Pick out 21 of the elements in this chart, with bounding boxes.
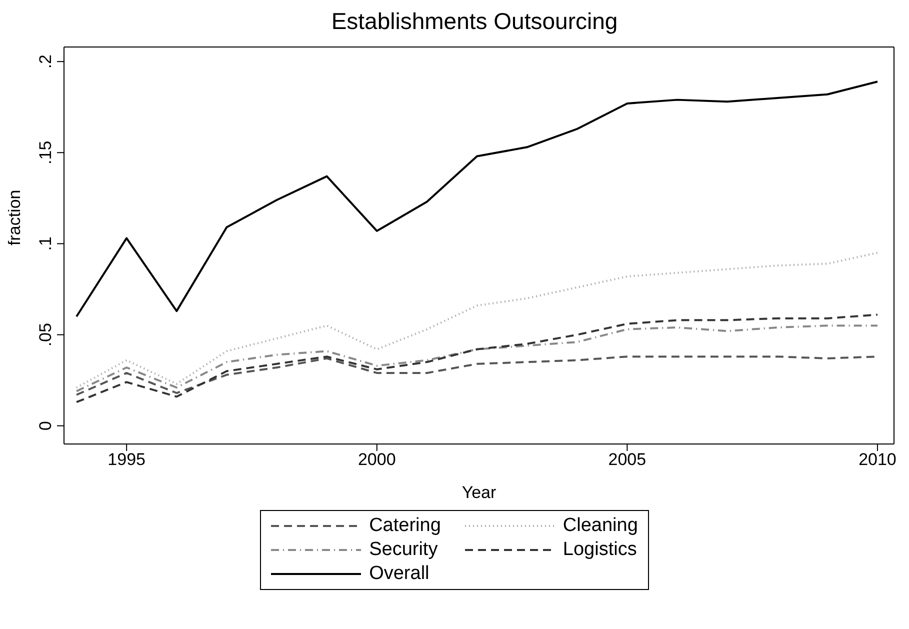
legend-label: Overall [369,563,430,585]
chart-title: Establishments Outsourcing [330,8,619,36]
x-tick-label: 2000 [358,450,396,470]
line-series [76,314,878,404]
x-tick-label: 1995 [108,450,146,470]
legend-label: Catering [369,515,441,537]
y-tick-label: 0 [36,421,55,431]
line-series [76,252,878,389]
line-series [76,324,878,392]
x-tick-label: 2005 [608,450,646,470]
legend-label: Logistics [562,539,637,561]
x-tick-label: 2010 [858,450,896,470]
legend-label: Security [369,539,438,561]
legend-label: Cleaning [562,515,638,537]
y-tick-label: .05 [36,322,55,347]
y-axis-title: fraction [5,190,24,246]
line-series [76,80,878,318]
y-tick-label: .15 [36,140,55,164]
x-axis-title: Year [462,483,497,502]
y-tick-label: .2 [36,54,55,69]
y-tick-label: .1 [36,236,55,251]
